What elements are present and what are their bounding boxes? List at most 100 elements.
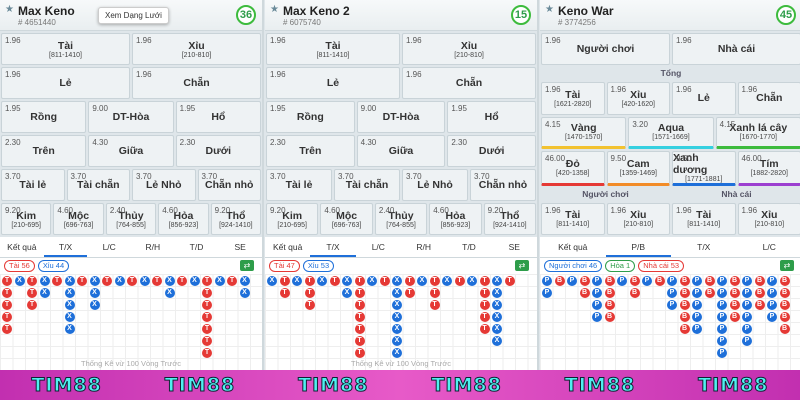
bet-option[interactable]: 4.60 Hỏa [856-923]	[429, 203, 482, 235]
bet-option[interactable]: 9.00 DT-Hòa	[88, 101, 174, 133]
bet-option[interactable]: 9.00 DT-Hòa	[356, 101, 446, 133]
tab[interactable]: T/X	[43, 237, 88, 257]
odds: 1.96	[5, 70, 21, 79]
bet-option[interactable]: 46.00 Tím [1882-2820]	[737, 150, 800, 186]
bet-row: 1.96 Người chơi 1.96 Nhà cái	[540, 32, 800, 66]
bet-option[interactable]: 3.70 Tài lẻ	[1, 169, 65, 201]
bet-option[interactable]: 1.96 Lẻ	[1, 67, 130, 99]
bet-option[interactable]: 4.15 Xanh lá cây [1670-1770]	[715, 116, 800, 149]
tab[interactable]: R/H	[145, 242, 161, 252]
bet-option[interactable]: 3.20 Aqua [1571-1669]	[628, 116, 714, 149]
watermark: TIM88	[431, 374, 502, 397]
bead: T	[152, 276, 162, 286]
bet-option[interactable]: 9.20 Thổ [924-1410]	[210, 203, 262, 235]
bead: P	[717, 312, 727, 322]
bet-option[interactable]: 1.96 Tài [1621-2820]	[541, 82, 605, 115]
bead: T	[454, 276, 465, 286]
bet-option[interactable]: 4.15 Vàng [1470-1570]	[541, 116, 627, 149]
tab[interactable]: L/C	[762, 242, 776, 252]
bet-option[interactable]: 3.70 Tài chẵn	[66, 169, 130, 201]
tab[interactable]: R/H	[416, 242, 431, 252]
bet-option[interactable]: 1.96 Tài [811-1410]	[1, 33, 130, 65]
bead: X	[292, 276, 302, 286]
bet-option[interactable]: 4.60 Mộc [696-763]	[320, 203, 373, 235]
bet-option[interactable]: 1.96 Tài [811-1410]	[672, 202, 736, 235]
bet-option[interactable]: 1.95 Rồng	[266, 101, 355, 133]
bet-option[interactable]: 2.30 Trên	[266, 135, 355, 167]
bet-option[interactable]: 1.96 Tài [811-1410]	[541, 202, 605, 235]
bet-option[interactable]: 3.70 Chẵn nhỏ	[197, 169, 261, 201]
tab[interactable]: T/D	[462, 242, 476, 252]
bet-option[interactable]: 2.30 Dưới	[175, 135, 261, 167]
tab[interactable]: T/X	[697, 242, 711, 252]
bet-option[interactable]: 9.20 Thổ [924-1410]	[483, 203, 537, 235]
odds: 4.15	[545, 119, 561, 129]
odds: 1.95	[270, 104, 286, 113]
tab[interactable]: Kết quả	[7, 242, 37, 252]
toggle-button[interactable]: ⇄	[515, 260, 529, 271]
watermark: TIM88	[298, 374, 369, 397]
bet-option[interactable]: 4.30 Giữa	[88, 135, 174, 167]
tab[interactable]: SE	[234, 242, 246, 252]
bet-label: DT-Hòa	[382, 111, 420, 123]
bet-option[interactable]: 1.96 Chẵn	[737, 82, 800, 115]
tab[interactable]: P/B	[605, 237, 671, 257]
bet-option[interactable]: 3.70 Lẻ Nhỏ	[402, 169, 468, 201]
bet-option[interactable]: 1.96 Tài [811-1410]	[266, 33, 400, 65]
bet-option[interactable]: 1.96 Xỉu [210-810]	[737, 202, 800, 235]
bet-option[interactable]: 4.30 Giữa	[356, 135, 446, 167]
tooltip: Xem Dạng Lưới	[98, 7, 169, 24]
odds: 1.96	[741, 205, 758, 215]
bet-option[interactable]: 1.96 Chẵn	[402, 67, 536, 99]
bet-option[interactable]: 1.96 Xỉu [210-810]	[402, 33, 536, 65]
bet-option[interactable]: 4.60 Hỏa [856-923]	[158, 203, 209, 235]
bet-option[interactable]: 3.70 Tài chẵn	[334, 169, 400, 201]
bet-option[interactable]: 2.40 Thủy [764-855]	[105, 203, 157, 235]
favorite-icon[interactable]: ★	[545, 4, 554, 15]
bet-option[interactable]: 9.50 Cam [1359-1469]	[606, 150, 670, 186]
bet-option[interactable]: 46.00 Đỏ [420-1358]	[541, 150, 605, 186]
bet-option[interactable]: 1.96 Lẻ	[266, 67, 400, 99]
bet-option[interactable]: 1.96 Xỉu [210-810]	[606, 202, 670, 235]
bet-option[interactable]: 9.20 Kim [210-695]	[266, 203, 319, 235]
tab[interactable]: Kết quả	[273, 242, 303, 252]
bet-option[interactable]: 2.30 Dưới	[447, 135, 537, 167]
bet-option[interactable]: 3.70 Tài lẻ	[266, 169, 332, 201]
bead: X	[392, 288, 402, 298]
bet-option[interactable]: 2.40 Thủy [764-855]	[374, 203, 428, 235]
bet-label: Trên	[32, 145, 55, 157]
tab[interactable]: T/X	[310, 237, 356, 257]
bet-option[interactable]: 1.96 Người chơi	[541, 33, 670, 66]
bet-option[interactable]: 1.96 Xỉu [210-810]	[132, 33, 261, 65]
bet-option[interactable]: 4.60 Mộc [696-763]	[53, 203, 104, 235]
favorite-icon[interactable]: ★	[270, 4, 279, 15]
bet-range: [1670-1770]	[739, 134, 777, 142]
tab[interactable]: Kết quả	[558, 242, 588, 252]
tab[interactable]: L/C	[371, 242, 385, 252]
stat-chip: Tài 47	[269, 260, 300, 272]
bet-option[interactable]: 2.30 Trên	[1, 135, 87, 167]
toggle-button[interactable]: ⇄	[780, 260, 794, 271]
bet-label: Xỉu	[630, 88, 647, 101]
bead: T	[2, 312, 12, 322]
odds: 1.96	[610, 205, 627, 215]
bet-option[interactable]: 1.95 Hổ	[447, 101, 537, 133]
tab[interactable]: L/C	[102, 242, 116, 252]
bet-option[interactable]: 1.96 Lẻ	[672, 82, 736, 115]
bet-row: 9.20 Kim [210-695] 4.60 Mộc [696-763] 2.40 Thủy…	[0, 202, 262, 236]
bet-option[interactable]: 9.50 Xanh dương [1771-1881]	[672, 150, 736, 186]
favorite-icon[interactable]: ★	[5, 4, 14, 15]
bead: T	[329, 276, 340, 286]
bet-option[interactable]: 3.70 Chẵn nhỏ	[470, 169, 536, 201]
bet-option[interactable]: 1.95 Rồng	[1, 101, 87, 133]
bet-option[interactable]: 9.20 Kim [210-695]	[1, 203, 52, 235]
bet-option[interactable]: 3.70 Lẻ Nhỏ	[132, 169, 196, 201]
tab[interactable]: T/D	[189, 242, 204, 252]
bet-option[interactable]: 1.96 Xỉu [420-1620]	[606, 82, 670, 115]
tab[interactable]: SE	[508, 242, 520, 252]
bet-option[interactable]: 1.95 Hổ	[175, 101, 261, 133]
toggle-button[interactable]: ⇄	[240, 260, 254, 271]
bet-option[interactable]: 1.96 Chẵn	[132, 67, 261, 99]
bet-option[interactable]: 1.96 Nhà cái	[672, 33, 800, 66]
